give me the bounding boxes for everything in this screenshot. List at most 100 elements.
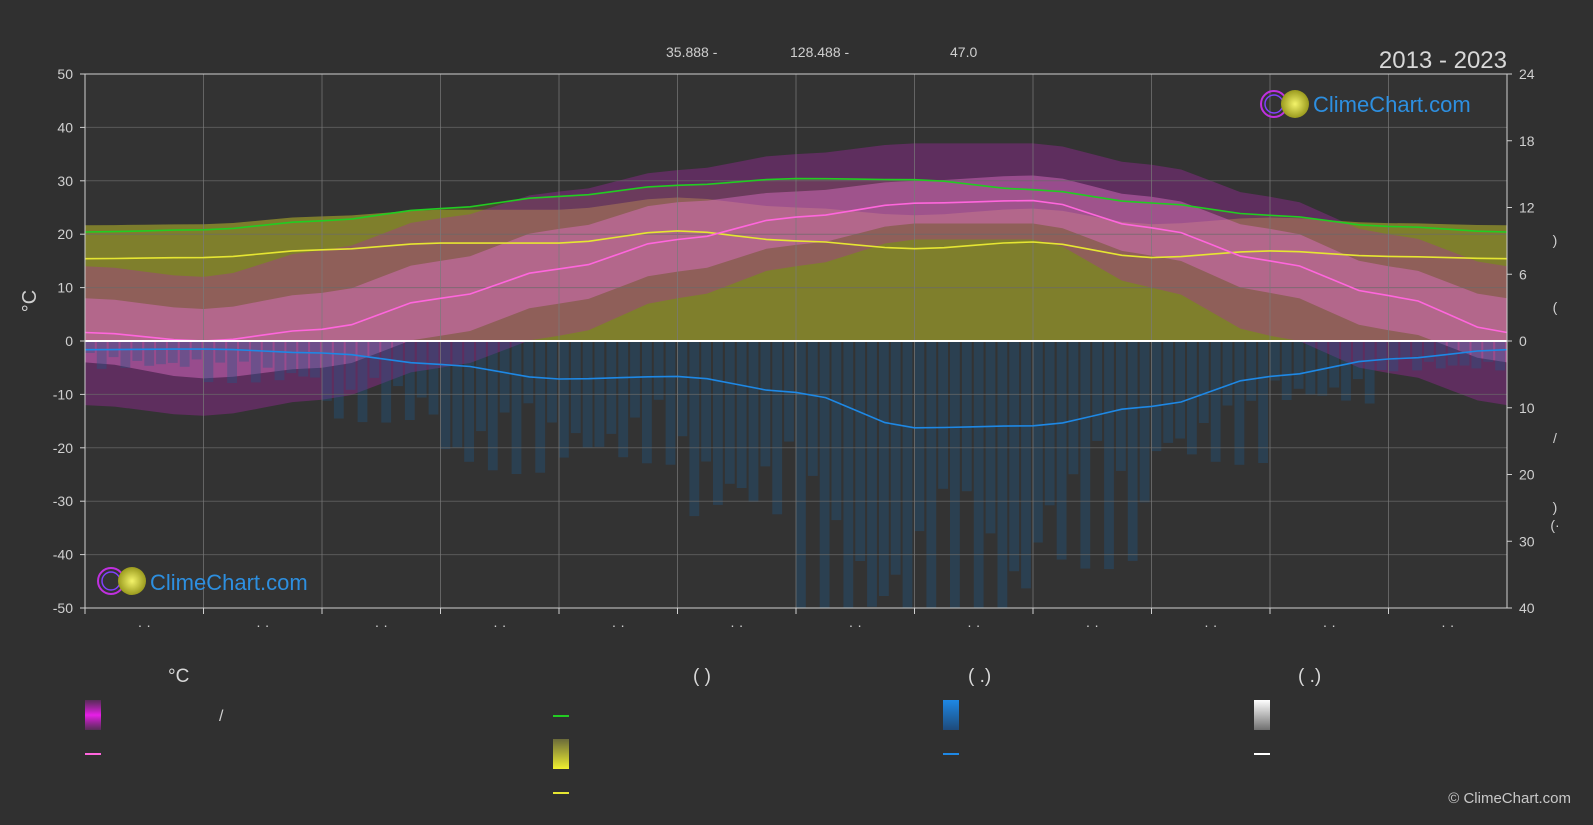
latitude-label: 35.888 -: [666, 44, 718, 60]
precip-bar: [713, 341, 723, 505]
precip-bar: [618, 341, 629, 458]
precip-bar: [1495, 341, 1505, 371]
precip-bar: [642, 341, 652, 464]
precip-bar: [973, 341, 984, 608]
precip-bar: [167, 341, 178, 363]
precip-bar: [535, 341, 546, 473]
month-tick-label: · ·: [375, 617, 388, 633]
legend-temp-range-label: /: [219, 708, 224, 725]
precip-bar: [286, 341, 297, 374]
left-tick-label: -10: [53, 386, 73, 402]
precip-bar: [1293, 341, 1304, 389]
precip-bar: [997, 341, 1008, 608]
precip-bar: [1104, 341, 1114, 570]
precip-bar: [381, 341, 392, 423]
precip-bar: [665, 341, 676, 465]
precip-bar: [215, 341, 226, 363]
precip-bar: [653, 341, 664, 400]
precip-bar: [1198, 341, 1209, 423]
legend-temp-avg-swatch: [85, 753, 101, 755]
legend-sunshine-band-swatch: [553, 739, 569, 769]
precip-bar: [807, 341, 818, 476]
right-tick-label-hours: 0: [1519, 333, 1527, 349]
month-tick-label: · ·: [1323, 617, 1336, 633]
precip-bar: [487, 341, 498, 471]
precip-bar: [1044, 341, 1055, 506]
precip-bar: [1068, 341, 1079, 475]
left-tick-label: 50: [57, 66, 73, 82]
precip-bar: [239, 341, 249, 362]
legend-snow-band-swatch: [1254, 700, 1270, 730]
precip-bar: [345, 341, 356, 390]
precip-bar: [724, 341, 735, 484]
right-axis-glyph: /: [1553, 430, 1557, 446]
precip-bar: [393, 341, 403, 387]
precip-bar: [630, 341, 640, 418]
precip-bar: [1033, 341, 1043, 543]
avg-temp-line: [84, 199, 1508, 342]
left-axis-label: °C: [19, 290, 41, 312]
precip-bar: [1021, 341, 1031, 589]
legend-daylight-swatch: [553, 715, 569, 717]
precip-bar: [227, 341, 237, 383]
precip-bar: [1305, 341, 1316, 395]
precip-bar: [1127, 341, 1138, 561]
month-tick-label: · ·: [967, 617, 980, 633]
month-tick-label: · ·: [849, 617, 862, 633]
left-tick-label: 20: [57, 226, 73, 242]
precip-bar: [1483, 341, 1494, 362]
precip-bar: [1353, 341, 1363, 380]
precip-bar: [322, 341, 332, 401]
legend-precip-band-swatch: [943, 700, 959, 730]
precip-bar: [1234, 341, 1245, 465]
precip-bar: [357, 341, 368, 423]
legend-header-temperature: °C: [168, 666, 189, 687]
precip-bar: [559, 341, 569, 458]
precip-bar: [1424, 341, 1434, 362]
precip-bar: [144, 341, 155, 366]
precip-bar: [1388, 341, 1399, 372]
precip-bar: [1246, 341, 1257, 401]
precip-bar: [132, 341, 143, 361]
precip-bar: [748, 341, 759, 502]
precip-bar: [1116, 341, 1126, 471]
daylight-line: [84, 177, 1508, 233]
precip-bar: [879, 341, 889, 596]
precip-bar: [831, 341, 842, 521]
precip-bar: [333, 341, 344, 419]
month-tick-label: · ·: [1204, 617, 1217, 633]
legend-header-daylight: ( ): [693, 666, 711, 687]
precip-bar: [440, 341, 451, 450]
precip-bar: [476, 341, 486, 432]
precip-bar: [985, 341, 996, 534]
precip-bar: [191, 341, 202, 360]
right-axis-glyph: (: [1553, 299, 1558, 315]
precip-bar: [156, 341, 166, 365]
precip-bar: [499, 341, 510, 413]
right-axis-glyph: ): [1553, 232, 1558, 248]
precip-bar: [689, 341, 700, 517]
legend-sunshine-avg-swatch: [553, 792, 569, 794]
precip-bar: [85, 341, 95, 353]
left-tick-label: 0: [65, 333, 73, 349]
legend-header-snow: ( .): [1298, 666, 1321, 687]
precip-bar: [1471, 341, 1482, 369]
right-axis-glyph: (·: [1550, 517, 1559, 533]
logo-bottom: ClimeChart.com: [97, 567, 308, 595]
legend: °C ( ) ( .) ( .) /: [85, 666, 1321, 794]
legend-temp-range-swatch: [85, 700, 101, 730]
precip-bar: [1222, 341, 1233, 406]
period-label: 2013 - 2023: [1379, 47, 1507, 74]
precip-bar: [1270, 341, 1280, 381]
precip-bar: [1400, 341, 1411, 358]
precip-bar: [736, 341, 747, 488]
precip-bar: [262, 341, 273, 368]
longitude-label: 128.488 -: [790, 44, 849, 60]
precip-bar: [310, 341, 320, 378]
precip-bar: [701, 341, 711, 462]
month-tick-label: · ·: [1086, 617, 1099, 633]
precip-bar: [404, 341, 415, 420]
precip-bar: [914, 341, 925, 532]
right-tick-label-hours: 18: [1519, 133, 1535, 149]
